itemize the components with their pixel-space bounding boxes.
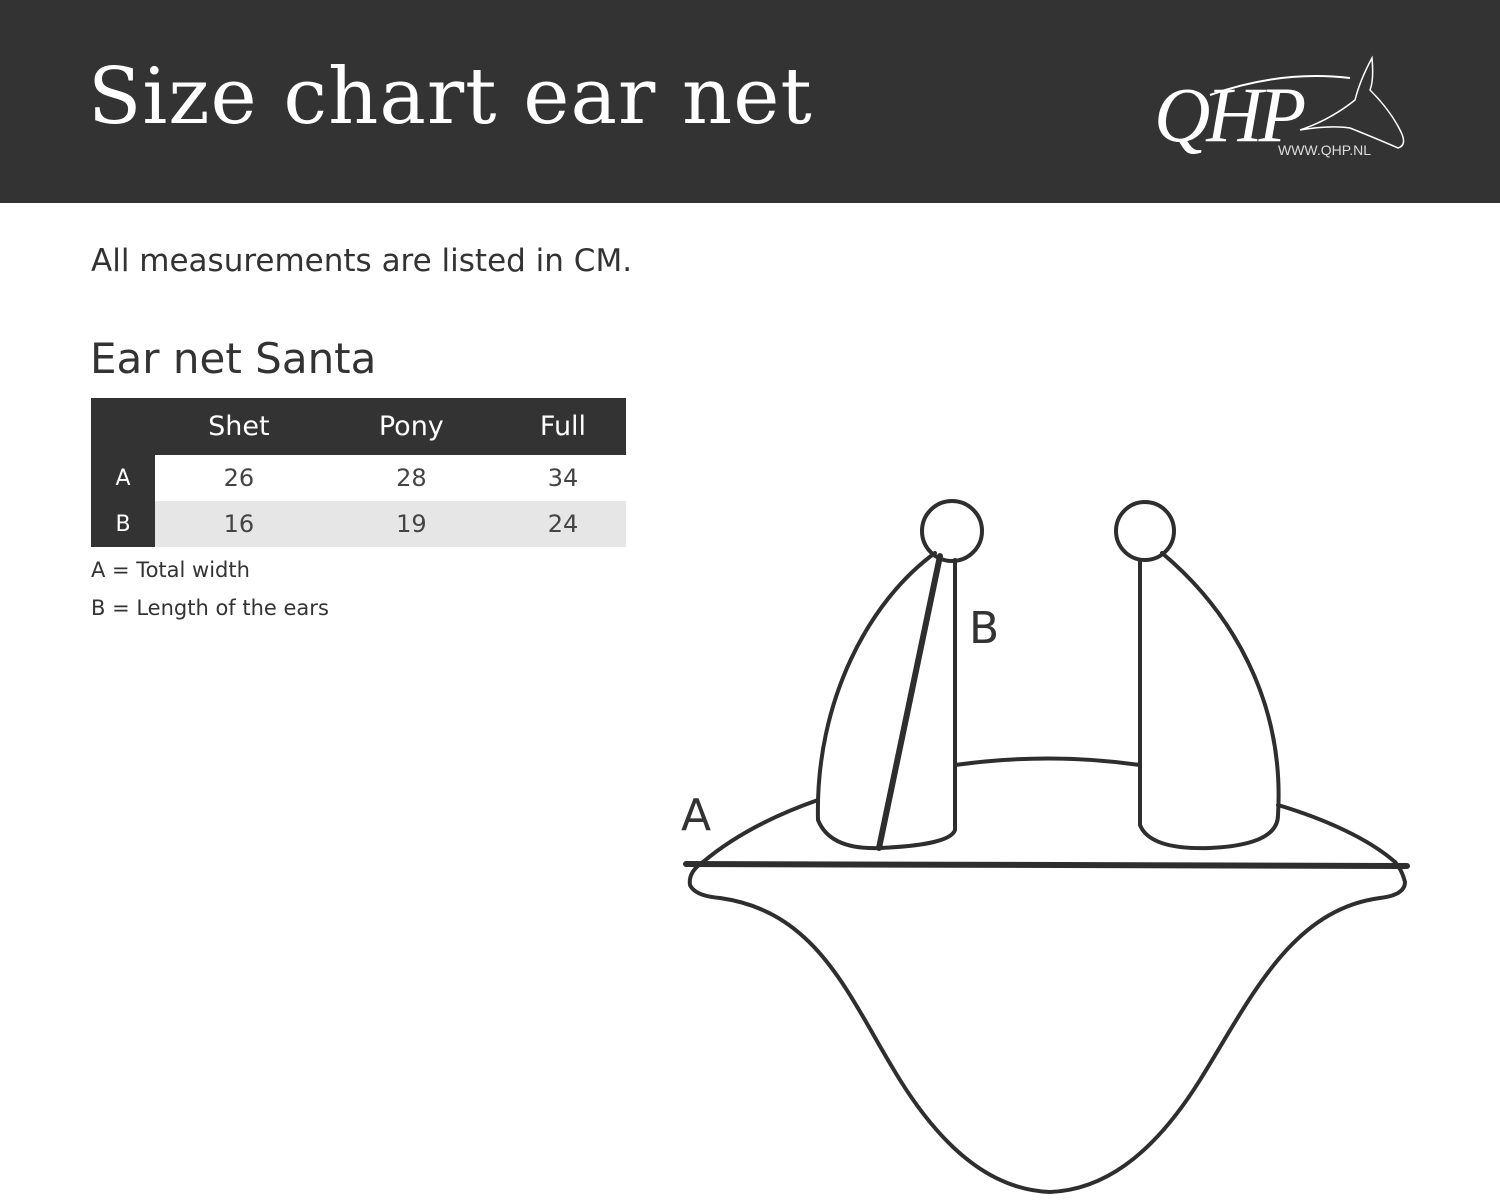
column-header: Full bbox=[499, 398, 626, 455]
label-a: A bbox=[681, 790, 712, 841]
measurement-note: All measurements are listed in CM. bbox=[91, 243, 633, 279]
table-row: A 26 28 34 bbox=[91, 455, 626, 501]
qhp-logo: QHP WWW.QHP.NL bbox=[1150, 50, 1420, 170]
ear-net-top-right bbox=[1276, 803, 1397, 864]
table-cell: 28 bbox=[396, 464, 427, 492]
right-pompom bbox=[1114, 500, 1176, 562]
row-header: B bbox=[91, 501, 155, 547]
label-b: B bbox=[969, 603, 1000, 654]
table-cell: 19 bbox=[322, 501, 500, 547]
left-ear bbox=[815, 551, 957, 851]
row-header: A bbox=[91, 455, 155, 501]
page-title: Size chart ear net bbox=[88, 52, 813, 142]
table-cell: 34 bbox=[547, 464, 579, 492]
table-row: B 16 19 24 bbox=[91, 501, 626, 547]
logo-text: QHP bbox=[1154, 71, 1306, 158]
measure-line-a bbox=[683, 861, 1410, 869]
column-header: Shet bbox=[155, 398, 323, 455]
size-table: Shet Pony Full A 26 28 34 B 16 19 24 bbox=[91, 398, 626, 547]
legend-a: A = Total width bbox=[91, 558, 250, 582]
table-cell: 24 bbox=[499, 501, 626, 547]
measure-line-b bbox=[876, 553, 943, 851]
left-pompom bbox=[920, 499, 984, 563]
ear-net-top-left bbox=[701, 798, 820, 864]
ear-net-top-middle bbox=[953, 756, 1142, 767]
legend-b: B = Length of the ears bbox=[91, 596, 329, 620]
header-banner: Size chart ear net QHP WWW.QHP.NL bbox=[0, 0, 1500, 203]
ear-net-body bbox=[687, 860, 1408, 1195]
logo-url: WWW.QHP.NL bbox=[1278, 142, 1372, 158]
right-ear bbox=[1138, 551, 1281, 851]
section-title: Ear net Santa bbox=[90, 334, 377, 383]
column-header: Pony bbox=[322, 398, 500, 455]
table-cell: 26 bbox=[223, 464, 255, 492]
table-cell: 16 bbox=[155, 501, 323, 547]
horse-head-icon bbox=[1209, 55, 1405, 149]
column-header bbox=[91, 398, 155, 455]
table-header-row: Shet Pony Full bbox=[91, 398, 626, 455]
